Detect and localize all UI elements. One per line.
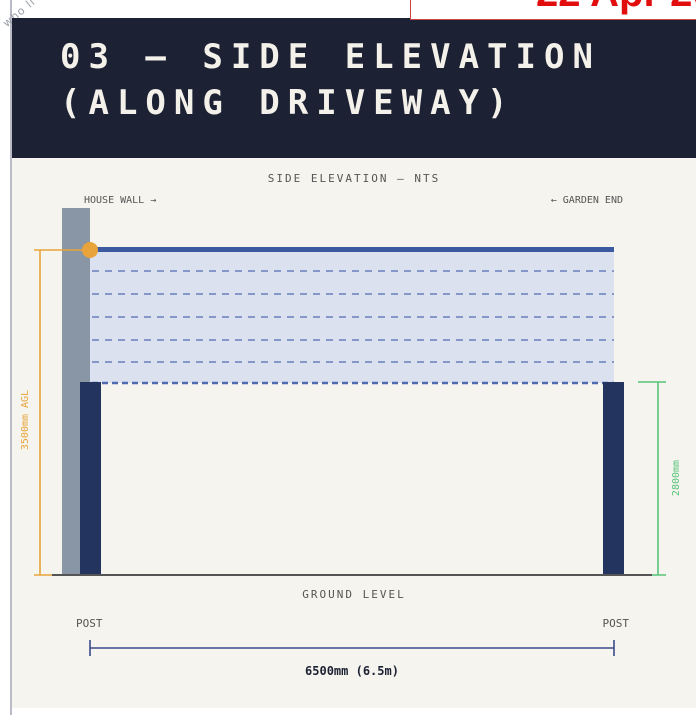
post-left [80,382,101,575]
top-frame-rail [90,247,614,252]
date-stamp: 22 Apr 20 [410,0,696,20]
side-elevation-diagram: SIDE ELEVATION — NTS HOUSE WALL → ← GARD… [20,172,682,678]
span-label: 6500mm (6.5m) [305,664,399,678]
diagram-caption: SIDE ELEVATION — NTS [268,172,440,185]
canopy-dashed-lines [92,270,614,363]
page-title: 03 — SIDE ELEVATION (ALONG DRIVEWAY) [60,37,601,123]
garden-end-label: ← GARDEN END [551,195,623,206]
post-left-label: POST [76,617,103,630]
elevation-panel: SIDE ELEVATION — NTS HOUSE WALL → ← GARD… [12,158,696,708]
date-stamp-text: 22 Apr 20 [536,0,696,16]
title-banner: 03 — SIDE ELEVATION (ALONG DRIVEWAY) [12,18,696,158]
span-dimension [89,640,615,656]
house-wall-label: HOUSE WALL → [84,195,156,206]
post-height-dimension [638,381,666,576]
post-right [603,382,624,575]
ground-level-label: GROUND LEVEL [302,588,405,601]
height-agl-label: 3500mm AGL [20,390,31,450]
post-right-label: POST [603,617,630,630]
page-left-border [10,0,12,715]
post-height-label: 2800mm [671,460,682,496]
